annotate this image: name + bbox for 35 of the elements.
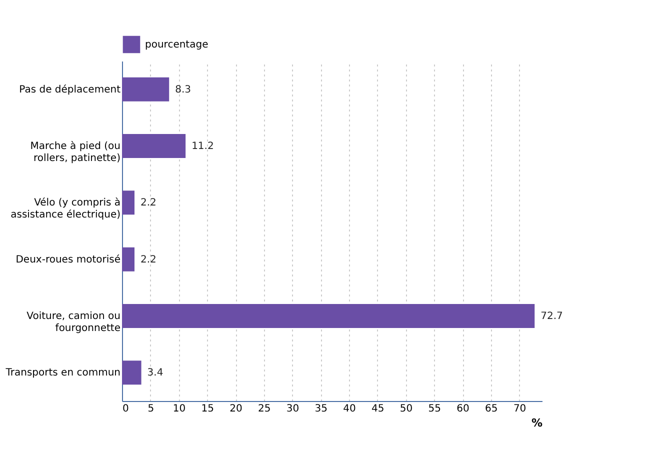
x-tick-label: 45	[372, 404, 384, 414]
bar	[122, 190, 134, 215]
x-tick-label: 40	[343, 404, 356, 414]
legend-label: pourcentage	[145, 40, 208, 50]
x-tick-label: 50	[400, 404, 413, 414]
x-tick-label: 20	[230, 404, 242, 414]
data-label: 2.2	[140, 254, 156, 266]
y-tick-label: Marche à pied (ou rollers, patinette)	[30, 141, 121, 164]
x-tick-label: 15	[201, 404, 214, 414]
y-tick-label: Deux-roues motorisé	[16, 254, 120, 266]
x-tick-label: 25	[258, 404, 271, 414]
bar	[122, 247, 134, 272]
x-tick-label: 5	[148, 404, 154, 414]
x-tick-label: 35	[314, 404, 328, 414]
data-label: 2.2	[140, 198, 156, 209]
bar	[122, 77, 170, 102]
x-tick-label: 30	[286, 404, 300, 414]
x-tick-label: 65	[485, 404, 498, 414]
bar	[122, 360, 142, 385]
x-tick-label: 60	[456, 404, 470, 414]
x-tick-label: 10	[172, 404, 186, 414]
x-tick-label: 0	[122, 404, 129, 414]
bar	[122, 304, 535, 328]
data-label: 8.3	[175, 84, 192, 96]
data-label: 3.4	[147, 368, 164, 379]
x-tick-label: 70	[513, 404, 526, 414]
y-tick-label: Pas de déplacement	[19, 84, 121, 96]
y-tick-label: Voiture, camion ou fourgonnette	[26, 311, 120, 334]
x-axis-title: %	[531, 416, 542, 430]
x-tick-label: 55	[428, 404, 442, 414]
data-label: 11.2	[192, 141, 214, 152]
y-tick-label: Transports en commun	[4, 368, 120, 379]
bar	[122, 134, 186, 158]
data-label: 72.7	[540, 311, 563, 322]
y-tick-label: Vélo (y compris à assistance électrique)	[10, 198, 121, 221]
